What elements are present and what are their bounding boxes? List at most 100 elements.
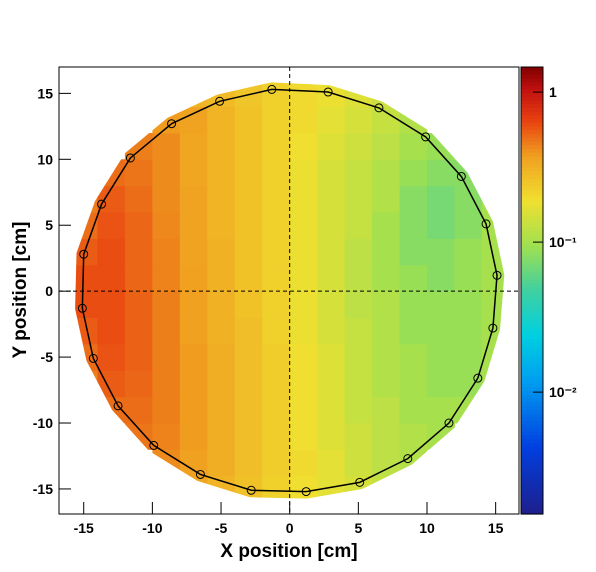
heatmap-cell — [234, 132, 263, 160]
colorbar-slice — [521, 506, 543, 511]
colorbar-slice — [521, 432, 543, 437]
colorbar-slice — [521, 189, 543, 195]
heatmap-cell — [372, 238, 401, 266]
colorbar-slice — [521, 312, 543, 318]
colorbar-slice — [521, 275, 543, 280]
colorbar-slice — [521, 487, 543, 493]
colorbar-slice — [521, 216, 543, 221]
heatmap-cell — [207, 396, 236, 424]
y-tick-label: 15 — [37, 85, 53, 101]
colorbar-slice — [521, 357, 543, 362]
heatmap-cell — [179, 159, 208, 187]
marker — [444, 418, 454, 428]
heatmap-cell — [75, 370, 98, 398]
heatmap-cell — [372, 449, 401, 477]
heatmap-cell — [234, 396, 263, 424]
heatmap-cell — [399, 185, 428, 213]
colorbar-slice — [521, 387, 543, 392]
x-tick-label: 15 — [488, 520, 504, 536]
heatmap-cell — [399, 317, 428, 345]
heatmap-cell — [317, 212, 346, 239]
heatmap-cell — [152, 370, 181, 398]
colorbar-slice — [521, 402, 543, 407]
heatmap-cell — [124, 264, 153, 292]
heatmap-cell — [344, 475, 373, 499]
marker — [403, 454, 413, 464]
colorbar-slice — [521, 439, 543, 444]
heatmap-cell — [262, 212, 291, 239]
heatmap-cell — [372, 396, 401, 424]
heatmap-cell — [317, 291, 346, 319]
heatmap-cell — [179, 212, 208, 239]
colorbar-slice — [521, 365, 543, 370]
heatmap-cell — [454, 264, 483, 292]
colorbar-slice — [521, 495, 543, 500]
colorbar-slice — [521, 212, 543, 217]
colorbar-slice — [521, 327, 543, 333]
colorbar-slice — [521, 134, 543, 139]
heatmap-cell — [124, 238, 153, 266]
colorbar-slice — [521, 67, 543, 72]
heatmap-cell — [481, 343, 505, 371]
colorbar-slice — [521, 264, 543, 269]
colorbar-slice — [521, 499, 543, 504]
heatmap-cell — [289, 82, 318, 108]
x-tick-label: -10 — [142, 520, 162, 536]
colorbar-slice — [521, 376, 543, 381]
marker — [456, 171, 466, 181]
heatmap-cell — [427, 264, 455, 292]
heatmap-cell — [234, 264, 263, 292]
colorbar-slice — [521, 309, 543, 314]
heatmap-cell — [344, 159, 373, 187]
heatmap-cell — [262, 106, 291, 134]
heatmap-cell — [289, 317, 318, 345]
heatmap-cell — [344, 317, 373, 345]
heatmap-cell — [179, 423, 208, 450]
colorbar-slice — [521, 398, 543, 403]
heatmap-cell — [317, 264, 346, 292]
colorbar-slice — [521, 152, 543, 157]
heatmap-cell — [372, 475, 401, 499]
heatmap-cell — [289, 343, 318, 371]
heatmap-cell — [234, 423, 263, 450]
heatmap-cell — [399, 396, 428, 424]
heatmap-cell — [97, 343, 126, 371]
colorbar-slice — [521, 372, 543, 377]
colorbar-slice — [521, 502, 543, 508]
heatmap-cell — [262, 343, 291, 371]
colorbar-slice — [521, 219, 543, 225]
heatmap-cell — [481, 370, 505, 398]
marker — [473, 373, 483, 383]
colorbar-slice — [521, 301, 543, 306]
heatmap-cell — [289, 185, 318, 213]
colorbar-slice — [521, 413, 543, 418]
heatmap-cell — [372, 264, 401, 292]
colorbar-slice — [521, 119, 543, 124]
heatmap-cell — [97, 238, 126, 266]
colorbar-slice — [521, 253, 543, 258]
heatmap-cell — [289, 132, 318, 160]
heatmap-cell — [481, 238, 505, 266]
colorbar-slice — [521, 335, 543, 340]
colorbar-slice — [521, 383, 543, 388]
heatmap-cell — [427, 317, 455, 345]
heatmap-cell — [399, 132, 428, 160]
heatmap-cell — [344, 132, 373, 160]
heatmap-cell — [179, 343, 208, 371]
heatmap-cell — [289, 212, 318, 239]
heatmap-cell — [262, 132, 291, 160]
colorbar-slice — [521, 156, 543, 161]
colorbar-tick-label: 10⁻¹ — [549, 234, 577, 250]
heatmap-cell — [372, 423, 401, 450]
heatmap-cell — [152, 132, 181, 160]
colorbar-tick-label: 10⁻² — [549, 384, 577, 400]
marker — [492, 270, 502, 280]
heatmap-cell — [207, 423, 236, 450]
heatmap-cell — [75, 185, 98, 213]
colorbar-slice — [521, 446, 543, 452]
colorbar-slice — [521, 331, 543, 336]
colorbar-slice — [521, 316, 543, 321]
heatmap-cell — [262, 159, 291, 187]
colorbar-slice — [521, 286, 543, 292]
heatmap-cell — [124, 396, 153, 424]
